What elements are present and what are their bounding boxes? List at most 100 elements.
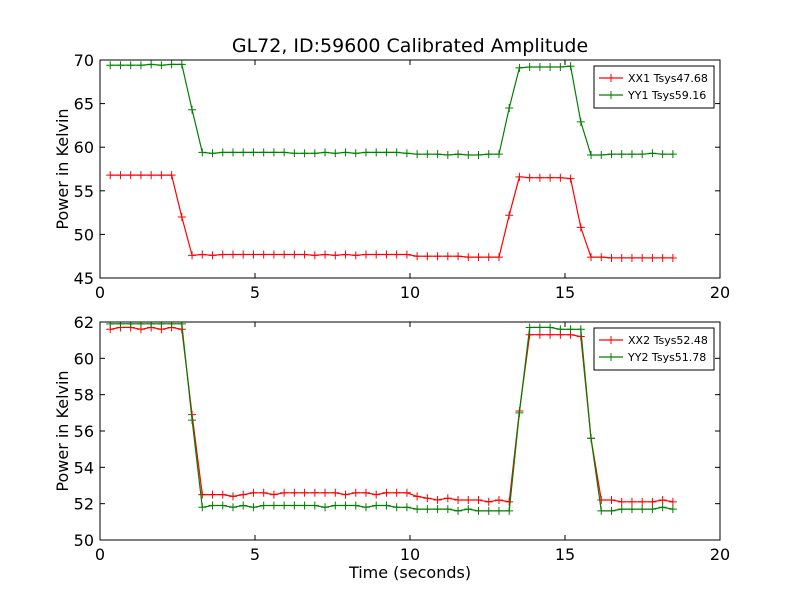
- data-point-marker: [198, 503, 207, 512]
- data-point-marker: [658, 150, 667, 159]
- data-point-marker: [525, 173, 534, 182]
- data-point-marker: [535, 323, 544, 332]
- data-point-marker: [494, 253, 503, 262]
- y-tick-label: 55: [74, 182, 94, 201]
- data-point-marker: [228, 503, 237, 512]
- data-point-marker: [116, 322, 125, 328]
- data-point-marker: [321, 488, 330, 497]
- data-point-marker: [228, 148, 237, 157]
- data-point-marker: [607, 150, 616, 159]
- data-point-marker: [310, 488, 319, 497]
- data-point-marker: [382, 148, 391, 157]
- data-point-marker: [556, 173, 565, 182]
- y-axis-label: Power in Kelvin: [53, 108, 72, 229]
- data-point-marker: [290, 488, 299, 497]
- data-point-marker: [484, 253, 493, 262]
- data-point-marker: [290, 501, 299, 510]
- data-point-marker: [177, 322, 186, 328]
- data-point-marker: [351, 149, 360, 158]
- data-point-marker: [648, 497, 657, 506]
- data-point-marker: [269, 148, 278, 157]
- data-point-marker: [208, 251, 217, 260]
- data-point-marker: [331, 501, 340, 510]
- data-point-marker: [116, 61, 125, 70]
- data-point-marker: [443, 252, 452, 261]
- data-point-marker: [454, 150, 463, 159]
- data-point-marker: [433, 150, 442, 159]
- data-point-marker: [566, 62, 575, 71]
- data-point-marker: [280, 250, 289, 259]
- data-point-marker: [218, 250, 227, 259]
- legend-1: XX1 Tsys47.68 YY1 Tsys59.16: [593, 65, 715, 109]
- data-point-marker: [535, 173, 544, 182]
- data-point-marker: [668, 505, 677, 514]
- data-point-marker: [443, 505, 452, 514]
- data-point-marker: [464, 253, 473, 262]
- data-point-marker: [239, 490, 248, 499]
- x-tick-label: 5: [250, 545, 260, 564]
- data-point-marker: [443, 151, 452, 160]
- data-point-marker: [126, 61, 135, 70]
- data-point-marker: [351, 501, 360, 510]
- data-point-marker: [587, 151, 596, 160]
- data-point-marker: [361, 503, 370, 512]
- data-point-marker: [494, 150, 503, 159]
- data-point-marker: [464, 496, 473, 505]
- legend-label: XX1 Tsys47.68: [628, 72, 708, 85]
- data-point-marker: [566, 325, 575, 334]
- data-point-marker: [546, 173, 555, 182]
- data-point-marker: [198, 250, 207, 259]
- data-point-marker: [515, 408, 524, 417]
- x-tick-label: 10: [400, 545, 420, 564]
- data-point-marker: [494, 506, 503, 515]
- legend-box: [593, 65, 715, 109]
- data-point-marker: [259, 488, 268, 497]
- y-tick-label: 65: [74, 95, 94, 114]
- data-point-marker: [331, 488, 340, 497]
- data-point-marker: [147, 171, 156, 180]
- x-tick-label: 15: [555, 545, 575, 564]
- data-point-marker: [280, 488, 289, 497]
- data-point-marker: [392, 503, 401, 512]
- data-point-marker: [464, 151, 473, 160]
- data-point-marker: [269, 501, 278, 510]
- data-point-marker: [648, 505, 657, 514]
- data-point-marker: [648, 149, 657, 158]
- x-tick-label: 5: [250, 283, 260, 302]
- data-point-marker: [587, 434, 596, 443]
- data-point-marker: [228, 250, 237, 259]
- data-point-marker: [546, 62, 555, 71]
- plot-panel-2: 0 5 10 15 20 50 52 54 56 58 60 62 Power in Kelvin XX2…: [53, 313, 730, 564]
- chart-title: GL72, ID:59600 Calibrated Amplitude: [232, 35, 588, 57]
- data-point-marker: [505, 497, 514, 506]
- data-point-marker: [617, 253, 626, 262]
- data-point-marker: [382, 501, 391, 510]
- data-point-marker: [188, 251, 197, 260]
- data-point-marker: [361, 148, 370, 157]
- data-point-marker: [535, 330, 544, 339]
- data-point-marker: [228, 492, 237, 501]
- data-point-marker: [310, 501, 319, 510]
- data-point-marker: [126, 322, 135, 328]
- data-point-marker: [658, 503, 667, 512]
- legend-2: XX2 Tsys52.48 YY2 Tsys51.78: [593, 327, 715, 371]
- data-point-marker: [474, 253, 483, 262]
- data-point-marker: [638, 253, 647, 262]
- data-point-marker: [597, 506, 606, 515]
- data-point-marker: [433, 496, 442, 505]
- plot-data-2: [106, 322, 677, 515]
- data-point-marker: [576, 325, 585, 334]
- data-point-marker: [310, 251, 319, 260]
- data-point-marker: [290, 149, 299, 158]
- y-tick-label: 50: [74, 225, 94, 244]
- data-point-marker: [566, 174, 575, 183]
- y-tick-label: 70: [74, 51, 94, 70]
- data-point-marker: [290, 250, 299, 259]
- data-point-marker: [587, 253, 596, 262]
- data-point-marker: [280, 501, 289, 510]
- x-tick-label: 0: [95, 283, 105, 302]
- data-point-marker: [546, 330, 555, 339]
- data-point-marker: [454, 252, 463, 261]
- y-tick-label: 60: [74, 138, 94, 157]
- data-point-marker: [648, 253, 657, 262]
